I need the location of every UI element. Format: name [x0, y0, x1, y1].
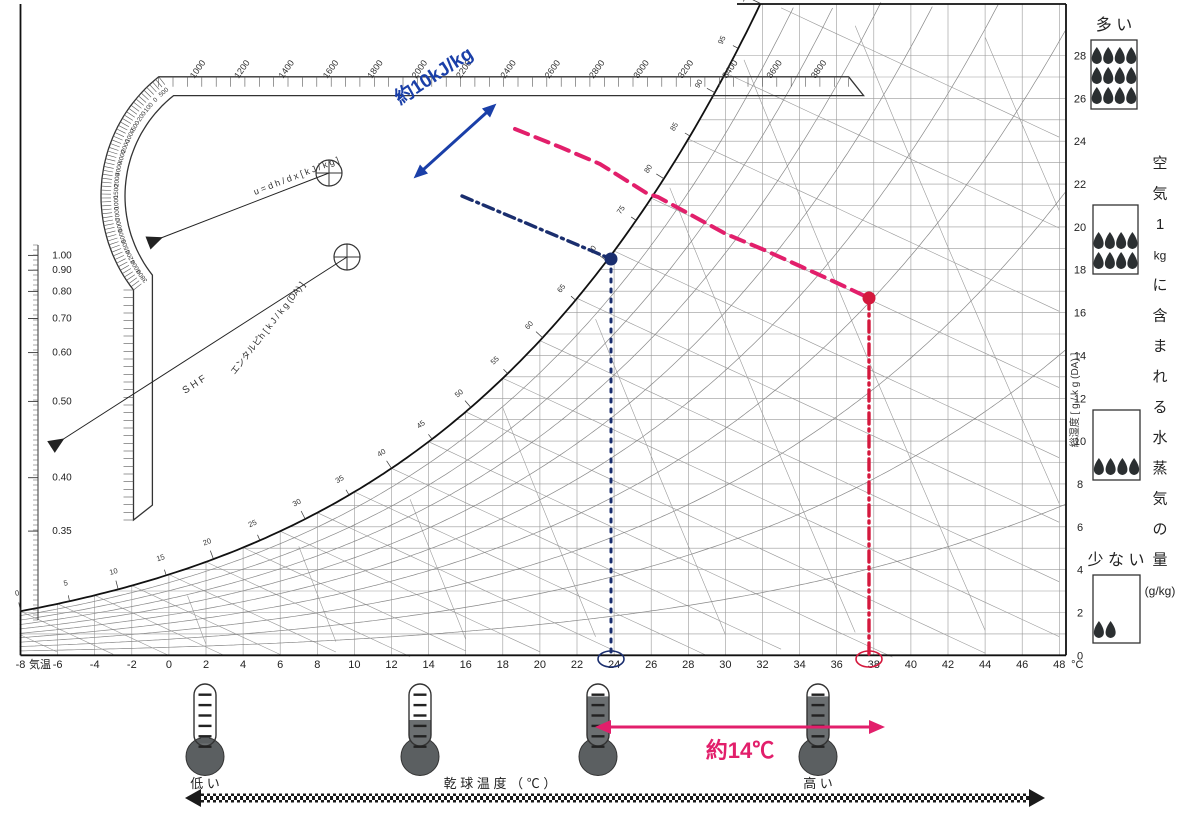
svg-text:に: に [1152, 277, 1167, 294]
svg-text:25: 25 [247, 518, 258, 530]
svg-text:乾 球 温 度 （ ℃ ）: 乾 球 温 度 （ ℃ ） [444, 776, 557, 791]
svg-text:100: 100 [737, 0, 751, 3]
svg-text:40: 40 [905, 659, 917, 671]
svg-text:0: 0 [1077, 650, 1083, 662]
svg-text:65: 65 [555, 282, 567, 294]
svg-text:-6: -6 [53, 659, 63, 671]
svg-text:0.35: 0.35 [52, 526, 72, 537]
svg-text:1: 1 [1156, 216, 1164, 233]
svg-text:5: 5 [63, 578, 69, 588]
svg-text:蒸: 蒸 [1152, 460, 1167, 477]
svg-text:35: 35 [334, 473, 346, 485]
svg-text:-2: -2 [127, 659, 137, 671]
svg-text:44: 44 [979, 659, 991, 671]
svg-text:42: 42 [942, 659, 954, 671]
svg-text:15: 15 [155, 552, 166, 563]
svg-text:6: 6 [1077, 522, 1083, 534]
svg-text:28: 28 [1074, 51, 1086, 63]
svg-text:0.70: 0.70 [52, 314, 72, 325]
svg-text:低 い: 低 い [190, 776, 220, 791]
svg-text:kg: kg [1154, 249, 1167, 263]
svg-text:総湿度 [ g / k g (DA) ]: 総湿度 [ g / k g (DA) ] [1068, 353, 1081, 448]
svg-text:-4: -4 [90, 659, 100, 671]
svg-text:空: 空 [1152, 155, 1167, 172]
svg-text:55: 55 [489, 354, 501, 366]
svg-text:46: 46 [1016, 659, 1028, 671]
svg-text:24: 24 [1074, 136, 1086, 148]
svg-text:20: 20 [534, 659, 546, 671]
svg-text:(g/kg): (g/kg) [1145, 584, 1176, 598]
svg-text:8: 8 [314, 659, 320, 671]
svg-text:22: 22 [571, 659, 583, 671]
svg-text:量: 量 [1152, 552, 1167, 569]
svg-text:60: 60 [523, 319, 535, 331]
svg-text:30: 30 [291, 497, 303, 509]
svg-text:4: 4 [240, 659, 246, 671]
svg-text:20: 20 [1074, 222, 1086, 234]
svg-text:0: 0 [152, 96, 160, 104]
svg-text:0.40: 0.40 [52, 473, 72, 484]
svg-text:0.60: 0.60 [52, 348, 72, 359]
svg-text:含: 含 [1152, 308, 1167, 325]
svg-text:50: 50 [453, 387, 465, 399]
svg-text:16: 16 [1074, 308, 1086, 320]
svg-text:ま: ま [1152, 338, 1167, 355]
svg-text:4: 4 [1077, 565, 1083, 577]
svg-text:6: 6 [277, 659, 283, 671]
svg-text:多 い: 多 い [1096, 16, 1132, 34]
svg-text:0: 0 [14, 588, 20, 598]
svg-text:32: 32 [756, 659, 768, 671]
svg-text:10: 10 [348, 659, 360, 671]
svg-text:0.50: 0.50 [52, 396, 72, 407]
svg-text:0: 0 [166, 659, 172, 671]
svg-text:26: 26 [645, 659, 657, 671]
svg-text:26: 26 [1074, 93, 1086, 105]
svg-text:れ: れ [1152, 369, 1167, 386]
svg-text:80: 80 [642, 163, 654, 175]
svg-text:30: 30 [719, 659, 731, 671]
svg-text:20: 20 [202, 536, 213, 547]
svg-text:12: 12 [385, 659, 397, 671]
svg-text:22: 22 [1074, 179, 1086, 191]
svg-text:10: 10 [108, 566, 118, 577]
svg-text:0.90: 0.90 [52, 265, 72, 276]
svg-text:0.80: 0.80 [52, 286, 72, 297]
svg-text:1.00: 1.00 [52, 250, 72, 261]
svg-text:34: 34 [793, 659, 805, 671]
svg-text:45: 45 [415, 418, 427, 430]
svg-text:95: 95 [716, 34, 728, 46]
svg-text:u = d h / d x [ k J / k g ]: u = d h / d x [ k J / k g ] [252, 155, 340, 197]
svg-text:約14℃: 約14℃ [706, 738, 774, 763]
svg-text:少 な い: 少 な い [1088, 551, 1145, 569]
svg-text:気: 気 [1152, 186, 1167, 203]
svg-text:気: 気 [1152, 491, 1167, 508]
svg-text:-8: -8 [16, 659, 26, 671]
svg-text:高 い: 高 い [803, 776, 833, 791]
svg-text:る: る [1152, 399, 1167, 416]
svg-text:18: 18 [1074, 265, 1086, 277]
svg-text:16: 16 [460, 659, 472, 671]
svg-text:エンタルピh [ k J / k g (DA) ]: エンタルピh [ k J / k g (DA) ] [228, 280, 306, 376]
svg-text:85: 85 [668, 121, 680, 133]
svg-text:2: 2 [203, 659, 209, 671]
svg-text:の: の [1152, 521, 1167, 538]
svg-text:75: 75 [615, 204, 627, 216]
svg-text:48: 48 [1053, 659, 1065, 671]
svg-text:気温: 気温 [29, 657, 51, 671]
svg-text:40: 40 [375, 447, 387, 459]
svg-text:36: 36 [831, 659, 843, 671]
svg-text:28: 28 [682, 659, 694, 671]
svg-text:S H F: S H F [181, 373, 208, 396]
svg-text:18: 18 [497, 659, 509, 671]
svg-text:14: 14 [422, 659, 434, 671]
svg-text:水: 水 [1152, 430, 1167, 447]
svg-text:500: 500 [158, 86, 171, 98]
svg-text:2: 2 [1077, 608, 1083, 620]
svg-text:8: 8 [1077, 479, 1083, 491]
svg-text:90: 90 [693, 78, 705, 90]
